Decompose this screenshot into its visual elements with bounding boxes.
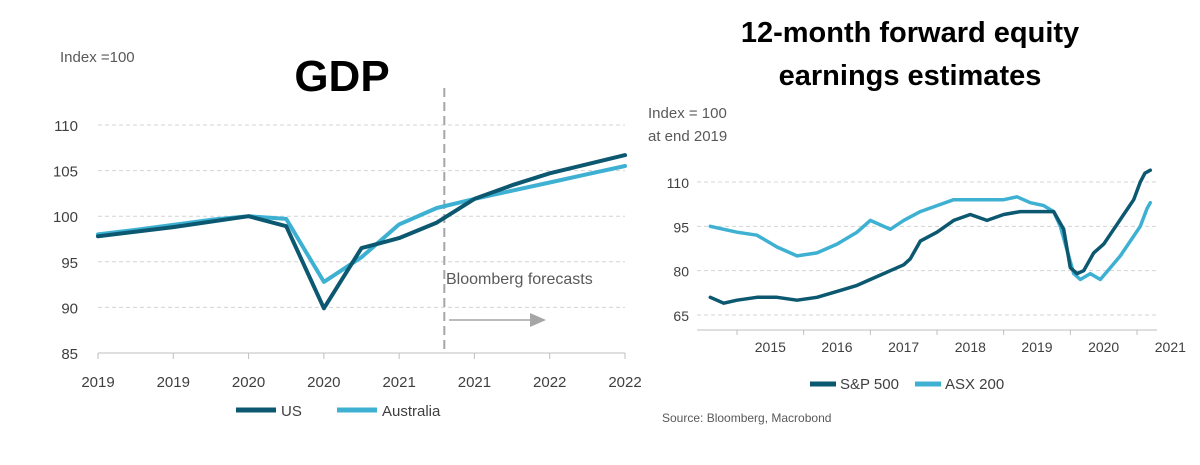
gdp-x-tick-label: 2022 (533, 374, 566, 391)
legend-asx200-label: ASX 200 (945, 376, 1004, 393)
forecast-label: Bloomberg forecasts (446, 271, 593, 288)
source-note: Source: Bloomberg, Macrobond (662, 411, 831, 425)
forecast-arrow-icon (449, 313, 546, 327)
gdp-x-tick-label: 2020 (307, 374, 340, 391)
earnings-x-tick-label: 2015 (755, 339, 786, 355)
gdp-series-australia-line (96, 164, 627, 284)
earnings-grid (697, 181, 1157, 316)
gdp-series-us-line (96, 153, 627, 311)
earnings-x-tick-label: 2016 (821, 339, 852, 355)
legend-australia-label: Australia (382, 403, 441, 420)
gdp-x-tick-label: 2021 (458, 374, 491, 391)
gdp-y-tick-label: 110 (54, 118, 78, 135)
earnings-unit-note-line-1: Index = 100 (648, 105, 727, 122)
earnings-series-sp500-line (708, 168, 1153, 305)
gdp-x-tick-label: 2022 (608, 374, 641, 391)
earnings-y-tick-label: 110 (667, 175, 690, 191)
gdp-y-tick-label: 95 (61, 255, 78, 272)
gdp-y-tick-label: 100 (53, 209, 78, 226)
earnings-x-tick-label: 2020 (1088, 339, 1119, 355)
legend-sp500-label: S&P 500 (840, 376, 899, 393)
earnings-series-asx200-line (708, 195, 1153, 282)
earnings-x-axis: 2015 2016 2017 2018 2019 2020 2021 (736, 330, 1186, 355)
earnings-x-tick-label: 2019 (1021, 339, 1052, 355)
earnings-x-tick-label: 2017 (888, 339, 919, 355)
gdp-x-tick-label: 2019 (157, 374, 190, 391)
gdp-y-tick-label: 105 (53, 164, 78, 181)
earnings-y-tick-label: 95 (673, 219, 689, 235)
earnings-y-axis: 110 95 80 65 (667, 175, 690, 324)
earnings-title-line-1: 12-month forward equity (741, 17, 1079, 49)
gdp-series (96, 153, 627, 311)
gdp-x-tick-label: 2020 (232, 374, 265, 391)
earnings-x-tick-label: 2018 (955, 339, 986, 355)
gdp-x-axis: 2019 2019 2020 2020 2021 2021 2022 2022 (81, 353, 642, 391)
earnings-title-line-2: earnings estimates (779, 60, 1042, 92)
earnings-x-tick-label: 2021 (1155, 339, 1186, 355)
legend-us-label: US (281, 403, 302, 420)
earnings-unit-note-line-2: at end 2019 (648, 128, 727, 145)
earnings-chart: 12-month forward equity earnings estimat… (648, 17, 1186, 425)
earnings-y-tick-label: 65 (673, 308, 689, 324)
gdp-x-tick-label: 2019 (81, 374, 114, 391)
gdp-legend: US Australia (236, 403, 441, 420)
earnings-legend: S&P 500 ASX 200 (810, 376, 1004, 393)
gdp-grid (98, 124, 625, 308)
gdp-x-tick-label: 2021 (382, 374, 415, 391)
earnings-y-tick-label: 80 (673, 264, 689, 280)
earnings-series (708, 168, 1153, 305)
gdp-title: GDP (294, 52, 389, 101)
gdp-y-tick-label: 85 (61, 346, 78, 363)
gdp-unit-note: Index =100 (60, 49, 135, 66)
gdp-y-tick-label: 90 (61, 300, 78, 317)
gdp-y-axis: 110 105 100 95 90 85 (53, 118, 78, 363)
